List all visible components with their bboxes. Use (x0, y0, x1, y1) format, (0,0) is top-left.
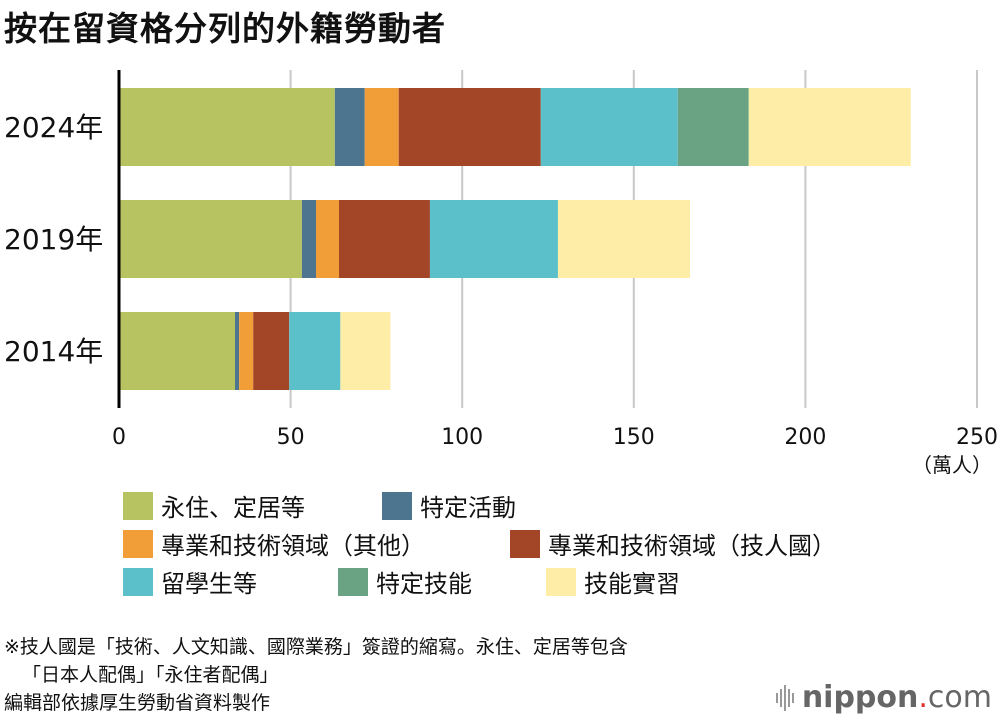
bar-chart: 0 50 100 150 200 250 （萬人） 2024年 2019年 2014年 (4, 70, 998, 477)
logo-suffix: com (927, 680, 992, 715)
bar-segment (334, 88, 365, 166)
bar-segment (540, 88, 678, 166)
y-category-label: 2024年 (4, 111, 103, 144)
legend-swatch (546, 567, 576, 596)
x-tick-label: 150 (613, 425, 655, 450)
x-tick-label: 200 (784, 425, 826, 450)
legend-item: 永住、定居等 (123, 488, 305, 523)
logo-dot: . (918, 680, 928, 715)
legend-item: 留學生等 (123, 564, 257, 599)
legend-label: 專業和技術領域（技人國） (548, 532, 836, 560)
legend-item: 特定技能 (338, 564, 472, 599)
legend-label: 技能實習 (584, 570, 680, 598)
logo-sound-icon (775, 684, 794, 711)
bar-segment (748, 88, 911, 166)
legend-swatch (123, 529, 153, 558)
bar-segment (677, 88, 749, 166)
bar-segment (253, 312, 290, 390)
footnote-continued: 「日本人配偶」「永住者配偶」 (22, 664, 279, 686)
bar-segment (338, 200, 430, 278)
legend-label: 特定活動 (420, 494, 516, 522)
nippon-logo: nippon. com (775, 680, 992, 715)
legend-label: 專業和技術領域（其他） (161, 532, 425, 560)
legend-item: 專業和技術領域（技人國） (510, 526, 836, 561)
chart-title: 按在留資格分列的外籍勞動者 (4, 9, 446, 48)
bar-segment (364, 88, 399, 166)
legend-item: 專業和技術領域（其他） (123, 526, 425, 561)
bar-segment (119, 312, 236, 390)
bar-segment (557, 200, 691, 278)
bar-segment (398, 88, 541, 166)
bar-segment (301, 200, 316, 278)
bar-segment (119, 200, 302, 278)
footnote: ※技人國是「技術、人文知識、國際業務」簽證的縮寫。永住、定居等包含 (4, 636, 628, 658)
y-category-label: 2014年 (4, 335, 103, 368)
bar-segment (289, 312, 341, 390)
legend-swatch (382, 491, 412, 520)
x-unit-label: （萬人） (912, 453, 992, 477)
legend-item: 特定活動 (382, 488, 516, 523)
legend-label: 永住、定居等 (161, 494, 305, 522)
bar-segment (429, 200, 558, 278)
source-note: 編輯部依據厚生勞動省資料製作 (4, 692, 271, 714)
bar-segment (235, 312, 240, 390)
x-tick-label: 0 (112, 425, 126, 450)
bar-segment (239, 312, 254, 390)
legend-label: 留學生等 (161, 570, 257, 598)
logo-name: nippon (801, 680, 919, 715)
bar-segment (119, 88, 335, 166)
legend-swatch (338, 567, 368, 596)
x-tick-label: 250 (956, 425, 998, 450)
x-tick-label: 50 (277, 425, 305, 450)
legend-swatch (510, 529, 540, 558)
y-category-label: 2019年 (4, 223, 103, 256)
bar-segment (315, 200, 339, 278)
bar-segment (340, 312, 391, 390)
x-tick-label: 100 (441, 425, 483, 450)
legend-swatch (123, 567, 153, 596)
legend-swatch (123, 491, 153, 520)
legend-label: 特定技能 (376, 570, 472, 598)
legend-item: 技能實習 (546, 564, 680, 599)
